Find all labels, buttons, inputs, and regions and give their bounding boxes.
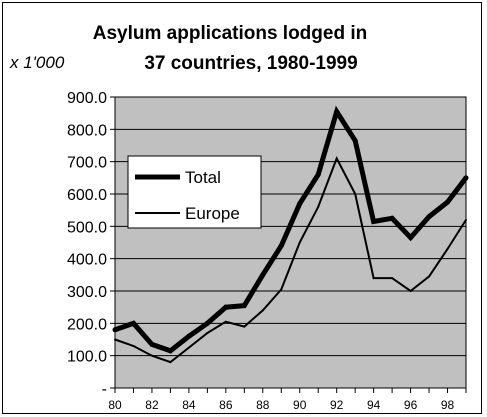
data-point-total [241,303,247,309]
data-point-total [130,320,136,326]
y-tick-label: 100.0 [67,349,107,366]
x-tick-label: 84 [182,398,196,412]
chart-title-line-1: Asylum applications lodged in [93,23,367,44]
data-point-europe [446,247,449,250]
y-tick-label: 400.0 [67,252,107,269]
data-point-total [186,333,192,339]
y-tick-label: 800.0 [67,122,107,139]
data-point-europe [224,320,227,323]
data-point-europe [298,241,301,244]
y-tick-label: 600.0 [67,187,107,204]
x-tick-label: 90 [293,398,307,412]
legend-box [127,155,262,229]
data-point-total [352,138,358,144]
data-point-total [223,304,229,310]
data-point-total [167,348,173,354]
data-point-total [149,341,155,347]
data-point-total [445,199,451,205]
data-point-total [278,243,284,249]
data-point-total [334,109,340,115]
data-point-europe [206,332,209,335]
x-tick-label: 94 [367,398,381,412]
data-point-total [204,320,210,326]
data-point-total [112,327,118,333]
y-axis-ticks: - 100.0 200.0 300.0 400.0 500.0 600.0 700.0 800.… [67,90,115,398]
data-point-europe [243,325,246,328]
data-point-europe [428,275,431,278]
chart-title-line-2: 37 countries, 1980-1999 [144,53,357,74]
data-point-europe [391,277,394,280]
legend: Total Europe [127,155,262,229]
data-point-total [463,175,469,181]
data-point-europe [187,346,190,349]
x-tick-label: 92 [330,398,344,412]
data-point-total [408,235,414,241]
y-tick-label: 700.0 [67,155,107,172]
legend-label-europe: Europe [185,204,240,223]
data-point-europe [317,205,320,208]
series-line-total [114,105,468,354]
data-point-total [315,172,321,178]
x-tick-label: 98 [441,398,455,412]
data-point-total [297,201,303,207]
data-point-europe [354,193,357,195]
y-tick-label: 200.0 [67,316,107,333]
x-tick-label: 86 [219,398,233,412]
series-line-europe [114,155,467,364]
series-layer [112,105,469,364]
data-point-europe [372,277,375,280]
data-point-total [426,214,432,220]
data-point-europe [280,288,283,291]
data-point-europe [132,344,135,347]
data-point-total [371,218,377,224]
x-tick-label: 80 [108,398,122,412]
y-tick-label: - [102,381,107,398]
plot-area [114,96,467,389]
data-point-total [389,215,395,221]
data-point-total [260,272,266,278]
data-point-europe [169,361,172,364]
x-tick-label: 96 [404,398,418,412]
x-tick-label: 88 [256,398,270,412]
data-point-europe [261,309,264,312]
data-point-europe [335,157,338,160]
y-tick-label: 500.0 [67,219,107,236]
data-point-europe [465,218,467,221]
data-point-europe [409,290,412,292]
x-axis-ticks: 80 82 84 86 88 90 92 94 96 98 [108,388,467,412]
data-point-europe [114,338,116,341]
data-point-europe [150,354,153,357]
y-tick-label: 900.0 [67,90,107,107]
legend-label-total: Total [185,168,221,187]
y-tick-label: 300.0 [67,284,107,301]
x-tick-label: 82 [145,398,159,412]
unit-label: x 1'000 [9,53,65,72]
